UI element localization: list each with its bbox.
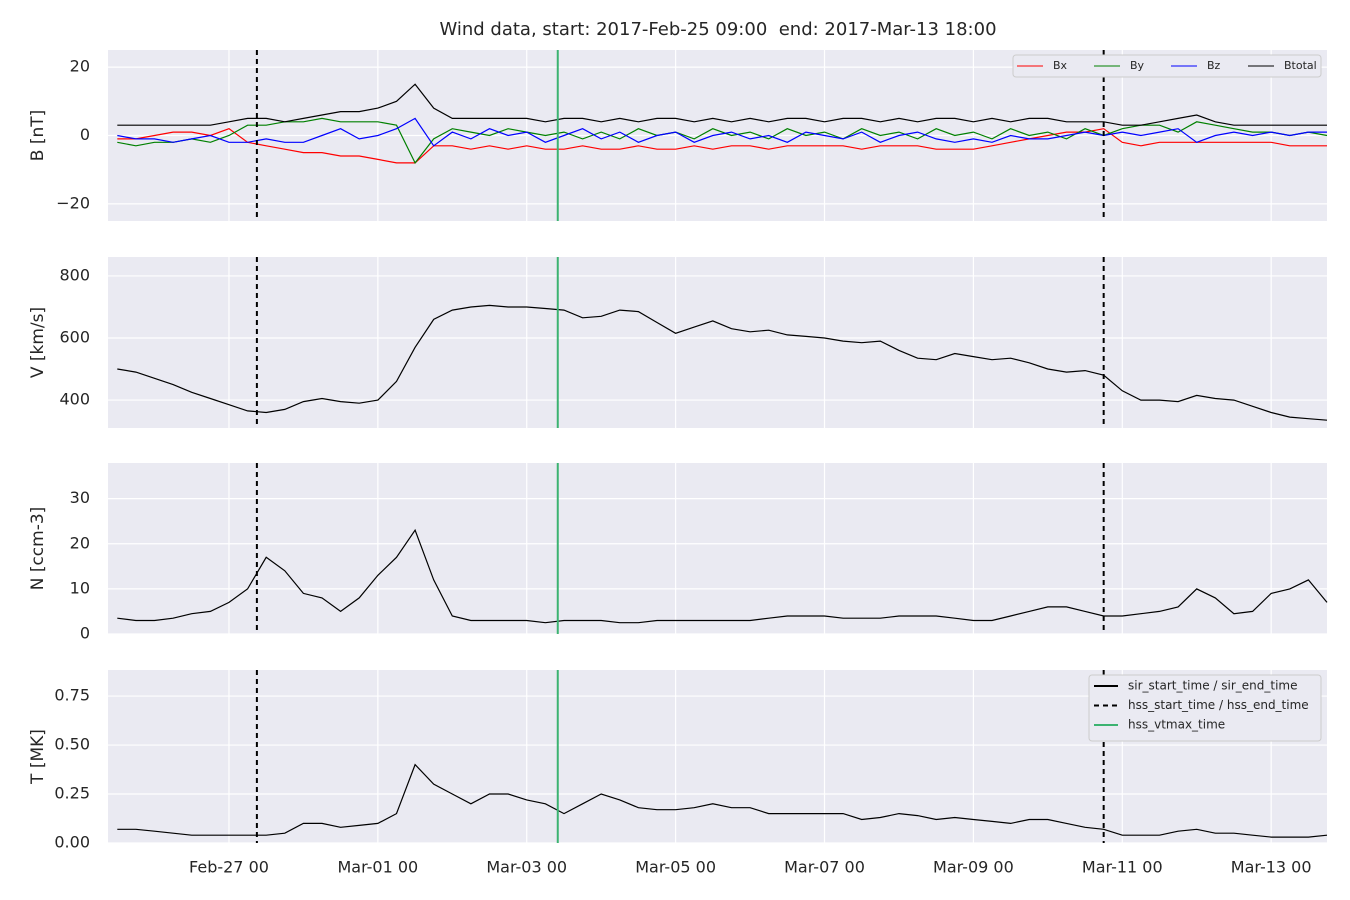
y-tick-label: 20	[70, 57, 90, 76]
series-line	[117, 83, 1327, 126]
legend-label: By	[1130, 59, 1145, 72]
y-tick-label: 0.00	[54, 833, 90, 852]
x-tick-label: Mar-11 00	[1082, 858, 1163, 877]
y-axis-label: V [km/s]	[28, 307, 48, 378]
legend-label: hss_start_time / hss_end_time	[1128, 698, 1309, 712]
y-tick-label: 0	[80, 125, 90, 144]
plot-background	[108, 463, 1327, 634]
legend-box	[1012, 54, 1322, 78]
x-tick-label: Mar-09 00	[933, 858, 1014, 877]
series-line	[117, 117, 1328, 165]
y-tick-label: 0.25	[54, 784, 90, 803]
legend-label: Btotal	[1284, 59, 1317, 72]
y-tick-label: 0	[80, 624, 90, 643]
y-axis-label: T [MK]	[28, 729, 48, 785]
y-tick-label: 800	[59, 265, 90, 284]
x-tick-label: Mar-03 00	[486, 858, 567, 877]
y-tick-label: 20	[70, 533, 90, 552]
series-line	[117, 528, 1328, 624]
series-line	[117, 128, 1327, 164]
legend-box	[1088, 674, 1322, 742]
series-line	[117, 763, 1328, 838]
legend-label: sir_start_time / sir_end_time	[1128, 679, 1298, 693]
plot-background	[108, 257, 1327, 428]
y-axis-label: N [ccm-3]	[28, 507, 48, 591]
y-tick-label: 0.75	[54, 686, 90, 705]
series-line	[117, 117, 1327, 147]
y-tick-label: −20	[56, 193, 90, 212]
y-tick-label: 0.50	[54, 735, 90, 754]
series-line	[117, 304, 1328, 421]
x-tick-label: Mar-01 00	[337, 858, 418, 877]
legend-label: Bz	[1207, 59, 1221, 72]
x-tick-label: Feb-27 00	[189, 858, 269, 877]
x-tick-label: Mar-13 00	[1231, 858, 1312, 877]
y-tick-label: 10	[70, 578, 90, 597]
chart-title: Wind data, start: 2017-Feb-25 09:00 end:…	[439, 19, 996, 40]
legend-label: hss_vtmax_time	[1128, 718, 1225, 732]
y-tick-label: 400	[59, 390, 90, 409]
y-tick-label: 30	[70, 488, 90, 507]
y-axis-label: B [nT]	[28, 110, 48, 162]
x-tick-label: Mar-05 00	[635, 858, 716, 877]
legend-label: Bx	[1053, 59, 1068, 72]
y-tick-label: 600	[59, 328, 90, 347]
x-tick-label: Mar-07 00	[784, 858, 865, 877]
